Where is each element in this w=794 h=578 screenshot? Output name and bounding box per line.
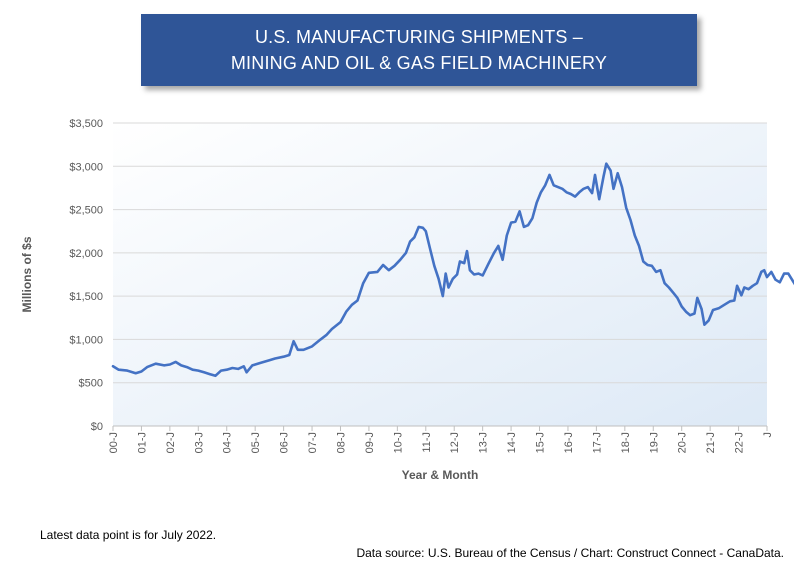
x-tick-label: 22-J [734,432,746,453]
x-tick-label: 21-J [705,432,717,453]
x-tick-label: 00-J [108,432,120,453]
y-tick-label: $2,000 [69,248,103,260]
series-line [111,162,794,378]
plot-area [113,123,767,426]
chart-title: U.S. MANUFACTURING SHIPMENTS – MINING AN… [141,14,697,86]
chart-title-line-1: U.S. MANUFACTURING SHIPMENTS – [254,27,584,47]
x-tick-label: 02-J [165,432,177,453]
y-tick-label: $500 [79,378,103,390]
x-tick-label: 10-J [392,432,404,453]
x-tick-label: 07-J [307,432,319,453]
x-tick-label: 08-J [335,432,347,453]
x-tick-label: 11-J [421,432,433,453]
x-tick-label: 05-J [250,432,262,453]
x-tick-label: 14-J [506,432,518,453]
x-tick-label: 16-J [563,432,575,453]
gridlines [113,122,767,427]
y-tick-label: $1,000 [69,334,103,346]
y-tick-label: $3,000 [69,161,103,173]
latest-data-note: Latest data point is for July 2022. [40,528,217,542]
y-axis-ticks: $0 $500 $1,000 $1,500 $2,000 $2,500 $3,000 $3,5… [69,118,103,433]
x-tick-label: 17-J [591,432,603,453]
x-axis-label: Year & Month [402,468,479,482]
y-tick-label: $3,500 [69,118,103,130]
x-tick-label: J [762,432,774,438]
x-tick-label: 20-J [677,432,689,453]
x-tick-label: 09-J [364,432,376,453]
x-tick-label: 12-J [449,432,461,453]
x-tick-label: 06-J [279,432,291,453]
y-tick-label: $0 [91,421,103,433]
x-tick-label: 04-J [222,432,234,453]
x-tick-label: 13-J [478,432,490,453]
x-tick-label: 15-J [535,432,547,453]
x-tick-label: 01-J [136,432,148,453]
x-tick-label: 19-J [648,432,660,453]
data-source-note: Data source: U.S. Bureau of the Census /… [356,546,784,560]
y-tick-label: $1,500 [69,291,103,303]
x-axis-ticks: 00-J 01-J 02-J 03-J 04-J 05-J 06-J 07-J 08-J 09-J… [108,425,774,453]
x-tick-label: 18-J [620,432,632,453]
y-tick-label: $2,500 [69,205,103,217]
x-tick-label: 03-J [193,432,205,453]
chart-title-line-2: MINING AND OIL & GAS FIELD MACHINERY [230,53,608,73]
y-axis-label: Millions of $s [20,236,34,312]
